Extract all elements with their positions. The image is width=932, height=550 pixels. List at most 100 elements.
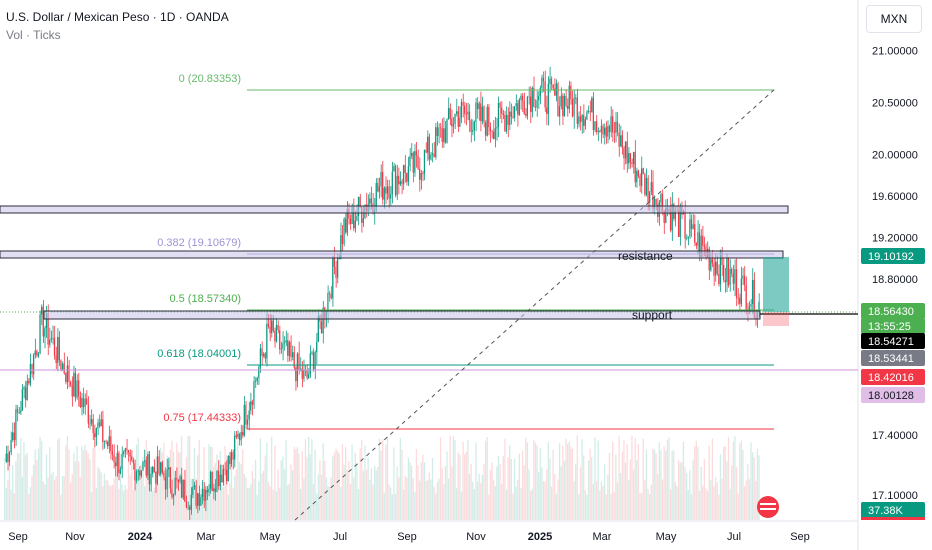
- volume-bar: [37, 448, 40, 520]
- volume-bar: [304, 439, 307, 520]
- candle-body: [423, 149, 426, 174]
- fib-label: 0 (20.83353): [179, 73, 241, 85]
- volume-bar: [283, 469, 286, 520]
- candle-body: [584, 119, 586, 126]
- volume-bar: [529, 490, 532, 520]
- zone-rect: [0, 250, 784, 259]
- candle-body: [694, 224, 696, 243]
- candle-body: [436, 127, 438, 136]
- candle-body: [370, 198, 372, 204]
- candle-body: [711, 259, 713, 264]
- volume-bar: [748, 479, 751, 520]
- candle-body: [293, 352, 295, 368]
- candle-body: [49, 339, 51, 345]
- volume-bar: [52, 471, 54, 520]
- candle-body: [742, 275, 744, 279]
- candle-body: [338, 258, 340, 259]
- volume-bar: [719, 454, 722, 520]
- volume-bar: [739, 443, 741, 520]
- volume-bar: [668, 437, 670, 520]
- volume-bar: [106, 480, 109, 520]
- volume-bar: [118, 488, 120, 520]
- candle-body: [66, 365, 68, 382]
- y-tick-label: 19.60000: [872, 191, 918, 203]
- volume-bar: [378, 438, 381, 520]
- volume-bar: [505, 489, 508, 520]
- x-tick-label: Sep: [8, 531, 28, 543]
- volume-bar: [443, 484, 445, 520]
- volume-bar: [245, 477, 247, 520]
- volume-bar: [517, 479, 519, 520]
- y-tick-label: 17.40000: [872, 430, 918, 442]
- volume-bar: [558, 443, 561, 520]
- volume-bar: [431, 457, 434, 520]
- candle-body: [608, 126, 611, 133]
- volume-bar: [430, 479, 432, 520]
- candle-body: [52, 337, 54, 339]
- volume-bar: [76, 446, 78, 520]
- candle-body: [718, 273, 720, 285]
- volume-bar: [649, 494, 651, 520]
- volume-bar: [60, 494, 62, 520]
- candle-body: [114, 462, 117, 467]
- candle-body: [238, 433, 241, 441]
- x-tick-label: Jul: [727, 531, 741, 543]
- candle-body: [219, 474, 221, 487]
- candle-body: [589, 111, 591, 113]
- volume-bar: [439, 437, 442, 520]
- candle-body: [209, 471, 212, 489]
- candle-body: [612, 116, 614, 133]
- volume-bar: [187, 436, 189, 520]
- volume-bar: [578, 494, 580, 520]
- candle-body: [695, 242, 697, 246]
- volume-bar: [422, 454, 424, 520]
- volume-bar: [480, 483, 482, 520]
- candle-body: [76, 380, 78, 398]
- candle-body: [526, 96, 528, 116]
- volume-bar: [108, 485, 110, 520]
- candle-body: [332, 257, 334, 299]
- price-tag-bg: [861, 318, 925, 334]
- volume-bar: [512, 493, 514, 520]
- volume-bar: [163, 442, 165, 520]
- volume-bar: [256, 494, 258, 520]
- candle-body: [649, 191, 651, 203]
- volume-bar: [308, 436, 310, 520]
- volume-bar: [126, 489, 128, 520]
- candle-body: [97, 422, 99, 429]
- candle-body: [748, 306, 750, 312]
- candle-body: [31, 363, 33, 375]
- volume-bar: [560, 466, 562, 520]
- volume-bar: [684, 467, 686, 520]
- volume-bar: [92, 447, 94, 520]
- volume-bar: [534, 442, 537, 520]
- candle-body: [193, 485, 196, 487]
- volume-bar: [332, 456, 334, 520]
- candle-body: [723, 265, 725, 281]
- candle-body: [362, 218, 364, 223]
- candle-body: [353, 206, 355, 229]
- candle-body: [719, 250, 721, 285]
- volume-bar: [438, 478, 440, 520]
- volume-bar: [686, 473, 688, 520]
- volume-bar: [385, 445, 387, 520]
- candle-body: [460, 102, 463, 118]
- candle-body: [484, 122, 487, 136]
- currency-button[interactable]: MXN: [866, 5, 922, 33]
- volume-bar: [7, 479, 9, 520]
- candle-body: [488, 106, 490, 128]
- volume-bar: [735, 467, 738, 520]
- volume-bar: [549, 458, 551, 520]
- volume-bar: [484, 440, 487, 520]
- candle-body: [620, 135, 622, 147]
- candle-body: [491, 131, 493, 132]
- price-tag-text: 37.38K: [868, 505, 904, 517]
- volume-bar: [562, 445, 564, 520]
- candle-body: [205, 490, 207, 501]
- volume-bar: [82, 449, 85, 520]
- candle-body: [552, 84, 554, 89]
- volume-bar: [57, 439, 59, 520]
- volume-bar: [653, 449, 656, 520]
- candle-body: [264, 353, 266, 359]
